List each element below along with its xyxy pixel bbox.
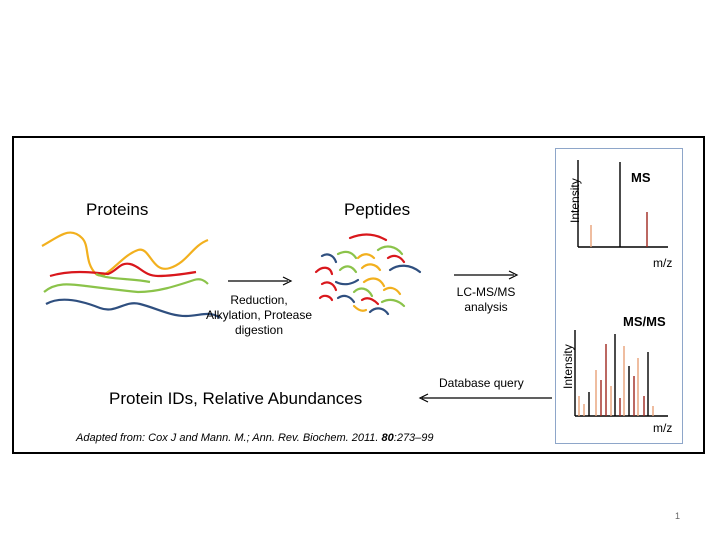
peptide-blue [368,307,390,316]
protein-strand-red [49,262,197,278]
digestion-step-label: Reduction, Alkylation, Protease digestio… [196,293,322,338]
result-label: Protein IDs, Relative Abundances [109,389,363,408]
lcms-step-label: LC-MS/MS analysis [432,285,540,315]
peptide-green [352,287,374,298]
peptide-blue [320,253,338,264]
peptide-yellow [362,277,386,288]
protein-strand-green [43,278,209,294]
peptide-red [360,297,380,306]
peptide-green [336,250,358,260]
ms-spectra-panel [555,148,683,444]
peptides-label: Peptides [344,200,411,219]
arrow-digestion [228,276,293,286]
citation-caption: Adapted from: Cox J and Mann. M.; Ann. R… [76,432,434,444]
peptide-yellow [356,253,376,260]
peptide-yellow [382,286,402,296]
ms-title: MS [631,170,651,185]
arrow-lcms [454,270,519,280]
peptide-yellow [352,304,368,312]
citation-pages: :273–99 [393,432,434,444]
lcms-step-line2: analysis [464,300,508,314]
digestion-step-line1: Reduction, [230,293,288,307]
protein-strand-blue [45,298,221,319]
database-query-label: Database query [439,376,524,390]
peptide-red [348,233,388,242]
peptide-red [314,266,334,276]
peptide-red [318,294,334,302]
peptide-blue [388,264,422,274]
digestion-step-line3: digestion [234,323,284,337]
ms-xlabel: m/z [653,256,673,270]
peptide-red [386,254,406,264]
arrow-database-query [418,393,552,403]
peptide-green [338,265,358,274]
digestion-step-line2: Alkylation, Protease [205,308,313,322]
workflow-frame [12,136,705,454]
citation-volume: 80 [381,432,394,444]
peptide-red [320,281,338,292]
peptide-blue [336,294,356,304]
peptide-blue [334,278,360,286]
citation-prefix: Adapted from: Cox J and Mann. M.; Ann. R… [76,432,382,444]
page-number: 1 [675,511,681,521]
msms-ylabel: Intensity [561,344,575,389]
protein-strand-yellow [41,231,209,277]
msms-xlabel: m/z [653,421,673,435]
peptide-yellow [360,263,382,272]
peptide-green [380,298,406,308]
proteins-label: Proteins [86,200,149,219]
msms-title: MS/MS [623,314,666,329]
peptide-green [376,245,404,256]
lcms-step-line1: LC-MS/MS [456,285,516,299]
